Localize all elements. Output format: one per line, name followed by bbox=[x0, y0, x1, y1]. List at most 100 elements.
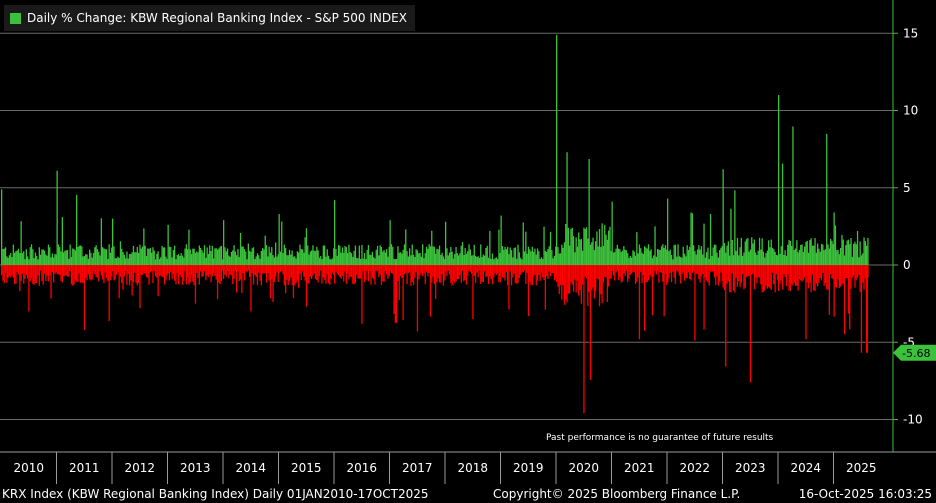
negative-bar bbox=[223, 265, 225, 279]
positive-bar bbox=[520, 257, 522, 265]
positive-bar bbox=[141, 246, 144, 265]
negative-bar bbox=[397, 265, 399, 281]
negative-bar bbox=[90, 265, 92, 281]
negative-bar bbox=[606, 265, 608, 303]
positive-bar bbox=[81, 246, 83, 265]
negative-bar bbox=[860, 265, 863, 353]
positive-bar bbox=[239, 232, 242, 265]
positive-bar bbox=[771, 247, 774, 265]
positive-bar bbox=[592, 237, 594, 265]
positive-bar bbox=[636, 232, 638, 265]
positive-bar bbox=[96, 249, 99, 265]
positive-bar bbox=[299, 244, 301, 265]
positive-bar bbox=[170, 247, 172, 265]
positive-bar bbox=[233, 245, 235, 265]
positive-bar bbox=[743, 252, 745, 265]
positive-bar bbox=[663, 247, 665, 265]
negative-bar bbox=[565, 265, 567, 300]
positive-bar bbox=[345, 247, 347, 265]
negative-bar bbox=[491, 265, 494, 285]
negative-bar bbox=[611, 265, 613, 271]
negative-bar bbox=[327, 265, 330, 284]
negative-bar bbox=[260, 265, 262, 286]
negative-bar bbox=[729, 265, 731, 293]
negative-bar bbox=[383, 265, 385, 283]
negative-bar bbox=[641, 265, 643, 284]
positive-bar bbox=[378, 255, 380, 265]
positive-bar bbox=[360, 258, 362, 265]
positive-bar bbox=[337, 245, 340, 265]
negative-bar bbox=[775, 265, 778, 275]
negative-bar bbox=[234, 265, 236, 272]
negative-bar bbox=[422, 265, 424, 276]
negative-bar bbox=[830, 265, 832, 275]
positive-bar bbox=[225, 251, 227, 265]
x-tick-label: 2023 bbox=[735, 461, 766, 475]
positive-bar bbox=[800, 244, 802, 265]
negative-bar bbox=[236, 265, 238, 293]
negative-bar bbox=[341, 265, 344, 277]
negative-bar bbox=[405, 265, 407, 273]
negative-bar bbox=[634, 265, 637, 284]
negative-bar bbox=[633, 265, 635, 273]
positive-bar bbox=[309, 251, 311, 265]
negative-bar bbox=[793, 265, 795, 283]
positive-bar bbox=[562, 247, 564, 265]
positive-bar bbox=[627, 253, 629, 265]
negative-bar bbox=[508, 265, 510, 310]
negative-bar bbox=[393, 265, 395, 315]
positive-bar bbox=[654, 226, 656, 265]
negative-bar bbox=[139, 265, 141, 309]
negative-bar bbox=[50, 265, 52, 299]
positive-bar bbox=[11, 257, 13, 265]
negative-bar bbox=[19, 265, 21, 292]
positive-bar bbox=[219, 246, 221, 265]
positive-bar bbox=[397, 246, 399, 265]
negative-bar bbox=[143, 265, 145, 274]
positive-bar bbox=[811, 245, 814, 265]
negative-bar bbox=[230, 265, 233, 276]
positive-bar bbox=[513, 247, 515, 265]
negative-bar bbox=[495, 265, 497, 275]
positive-bar bbox=[717, 257, 719, 265]
positive-bar bbox=[838, 254, 840, 265]
negative-bar bbox=[588, 265, 590, 292]
positive-bar bbox=[642, 254, 644, 265]
negative-bar bbox=[571, 265, 573, 285]
positive-bar bbox=[832, 243, 834, 265]
positive-bar bbox=[571, 227, 573, 265]
positive-bar bbox=[371, 251, 373, 265]
negative-bar bbox=[681, 265, 683, 275]
positive-bar bbox=[121, 248, 123, 265]
positive-bar bbox=[131, 252, 133, 265]
positive-bar bbox=[127, 258, 129, 265]
negative-bar bbox=[450, 265, 452, 283]
positive-bar bbox=[100, 218, 102, 265]
negative-bar bbox=[369, 265, 371, 272]
positive-bar bbox=[518, 252, 520, 265]
negative-bar bbox=[826, 265, 828, 290]
positive-bar bbox=[567, 227, 569, 265]
positive-bar bbox=[32, 249, 34, 265]
positive-bar bbox=[814, 238, 816, 265]
negative-bar bbox=[321, 265, 323, 284]
positive-bar bbox=[369, 254, 371, 265]
negative-bar bbox=[498, 265, 500, 283]
positive-bar bbox=[151, 252, 153, 265]
negative-bar bbox=[561, 265, 563, 300]
positive-bar bbox=[744, 241, 746, 265]
negative-bar bbox=[525, 265, 527, 284]
positive-bar bbox=[540, 257, 543, 265]
negative-bar bbox=[104, 265, 106, 273]
positive-bar bbox=[46, 255, 48, 265]
positive-bar bbox=[601, 223, 603, 265]
negative-bar bbox=[4, 265, 7, 274]
positive-bar bbox=[504, 246, 506, 265]
positive-bar bbox=[841, 234, 843, 265]
positive-bar bbox=[6, 256, 8, 265]
negative-bar bbox=[510, 265, 513, 286]
negative-bar bbox=[708, 265, 710, 286]
positive-bar bbox=[758, 237, 761, 265]
positive-bar bbox=[399, 252, 402, 265]
negative-bar bbox=[183, 265, 185, 281]
